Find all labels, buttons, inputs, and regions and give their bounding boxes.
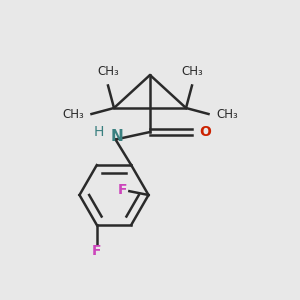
Text: CH₃: CH₃: [181, 65, 203, 78]
Text: F: F: [92, 244, 101, 258]
Text: H: H: [94, 125, 104, 139]
Text: N: N: [111, 129, 123, 144]
Text: F: F: [118, 183, 128, 197]
Text: CH₃: CH₃: [62, 107, 84, 121]
Text: CH₃: CH₃: [216, 107, 238, 121]
Text: CH₃: CH₃: [97, 65, 119, 78]
Text: O: O: [200, 125, 211, 139]
